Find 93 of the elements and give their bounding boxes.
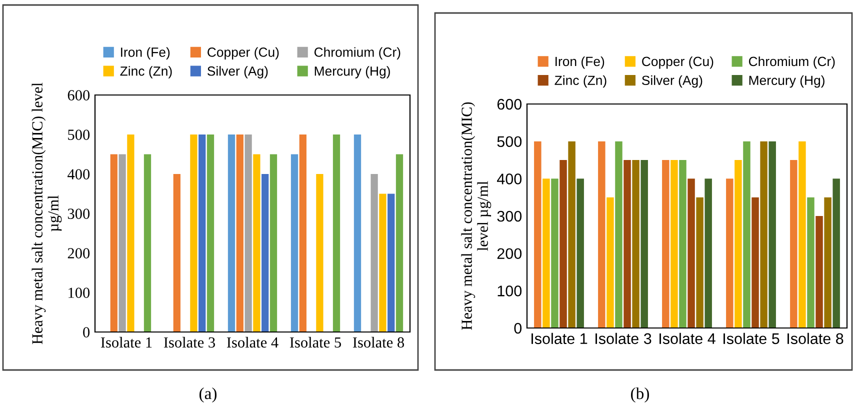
bar: [760, 141, 768, 328]
bar: [190, 134, 198, 332]
y-tick-label: 600: [68, 90, 90, 100]
bar: [299, 134, 306, 332]
bar: [743, 141, 750, 328]
y-axis-title: Heavy metal salt concentration(MIC) level µg/ml: [461, 102, 492, 330]
x-tick-label: Isolate 4: [226, 336, 278, 348]
bar: [696, 197, 704, 328]
bar: [670, 160, 678, 328]
bar: [542, 178, 550, 328]
bar: [110, 154, 118, 332]
y-tick-label: 300: [497, 210, 522, 222]
bar: [236, 134, 244, 332]
bar: [332, 134, 340, 332]
x-tick-label: Isolate 5: [724, 332, 780, 344]
bar: [824, 197, 832, 328]
bar: [206, 134, 214, 332]
y-tick-label: 200: [497, 248, 522, 260]
bar: [816, 216, 823, 328]
bar: [734, 160, 742, 328]
bar: [790, 160, 798, 328]
bar: [624, 160, 631, 328]
y-tick-label: 400: [497, 174, 522, 184]
legend-label: Zinc (Zn): [120, 66, 172, 78]
legend-label: Chromium (Cr): [314, 47, 400, 60]
bar: [290, 154, 298, 332]
y-tick-label: 100: [68, 288, 90, 298]
y-tick-label: 500: [497, 136, 522, 148]
legend-label: Silver (Ag): [642, 75, 702, 88]
x-tick-label: Isolate 1: [532, 332, 588, 344]
bar: [253, 154, 260, 332]
y-tick-label: 0: [83, 327, 90, 338]
bar: [118, 154, 126, 332]
bar: [768, 141, 776, 328]
legend-label: Chromium (Cr): [748, 56, 835, 69]
bar: [679, 160, 686, 328]
legend-label: Silver (Ag): [208, 66, 268, 78]
bar: [198, 134, 206, 332]
bar: [632, 160, 640, 328]
legend-label: Copper (Cu): [208, 47, 279, 60]
bar: [640, 160, 648, 328]
bar: [388, 194, 395, 332]
bar: [704, 178, 712, 328]
bar: [576, 178, 584, 328]
x-tick-label: Isolate 3: [164, 336, 215, 348]
bar: [228, 134, 236, 332]
x-tick-label: Isolate 8: [352, 336, 404, 348]
legend-label: Copper (Cu): [642, 56, 714, 69]
bar: [832, 178, 840, 328]
bar: [144, 154, 152, 332]
bar: [560, 160, 567, 328]
bar: [379, 194, 386, 332]
bar: [270, 154, 278, 332]
x-tick-label: Isolate 3: [596, 332, 652, 344]
y-tick-label: 0: [514, 322, 522, 334]
bar: [396, 154, 404, 332]
bar: [173, 174, 180, 332]
y-tick-label: 600: [497, 98, 522, 110]
y-tick-label: 200: [68, 248, 90, 258]
bar: [568, 141, 576, 328]
legend-label: Mercury (Hg): [749, 75, 824, 88]
bar: [354, 134, 362, 332]
legend-label: Mercury (Hg): [314, 66, 390, 78]
bar: [244, 134, 252, 332]
bar: [598, 141, 606, 328]
bar: [752, 197, 759, 328]
bar: [662, 160, 670, 328]
x-tick-label: Isolate 8: [788, 332, 844, 344]
x-tick-label: Isolate 1: [100, 336, 152, 348]
bar: [726, 178, 734, 328]
bar: [615, 141, 622, 328]
x-tick-label: Isolate 4: [660, 332, 716, 344]
y-tick-label: 500: [68, 130, 90, 140]
bar: [807, 197, 814, 328]
x-tick-label: Isolate 5: [290, 336, 341, 348]
y-tick-label: 100: [498, 286, 522, 296]
bar: [551, 178, 558, 328]
bar: [798, 141, 806, 328]
legend-label: Iron (Fe): [556, 56, 604, 69]
legend-label: Iron (Fe): [121, 47, 170, 60]
bar: [688, 178, 695, 328]
bar: [127, 134, 134, 332]
bar: [606, 197, 614, 328]
bar: [370, 174, 378, 332]
text: (b): [631, 387, 649, 403]
y-axis-title: Heavy metal salt concentration(MIC) level µg/ml: [32, 82, 62, 344]
y-tick-label: 300: [68, 208, 90, 219]
legend-label: Zinc (Zn): [554, 75, 606, 88]
bar: [534, 141, 542, 328]
bar: [316, 174, 324, 332]
y-tick-label: 400: [68, 169, 90, 180]
text: (a): [199, 387, 217, 403]
bar: [262, 174, 269, 332]
